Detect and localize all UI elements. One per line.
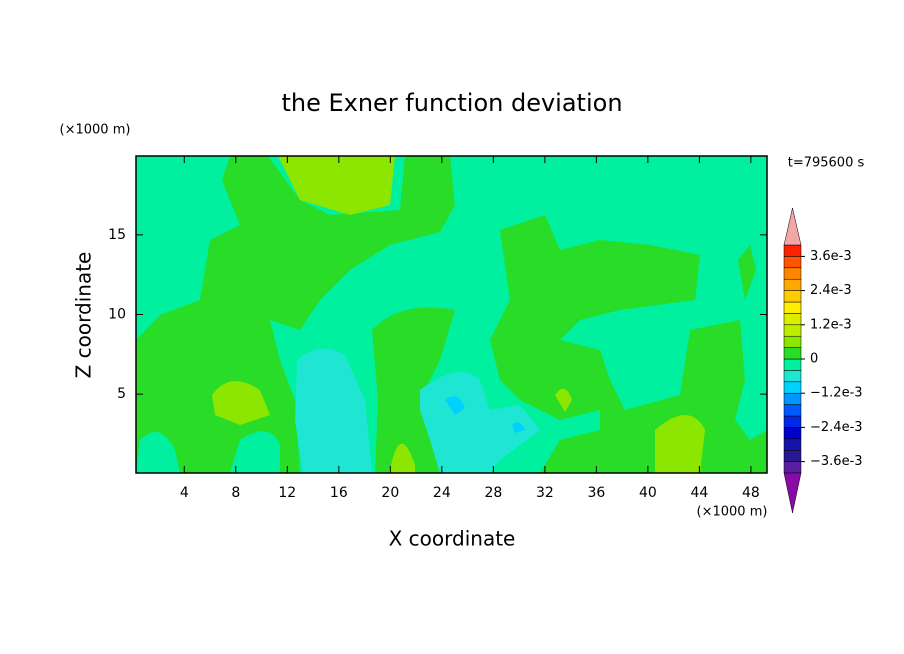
colorbar-band bbox=[783, 449, 802, 462]
colorbar-band bbox=[783, 335, 802, 348]
colorbar-band bbox=[783, 267, 802, 280]
x-tick-label: 24 bbox=[433, 485, 451, 501]
colorbar-extend-under bbox=[783, 472, 802, 514]
y-unit: (×1000 m) bbox=[60, 123, 131, 138]
colorbar-band bbox=[783, 244, 802, 257]
contour-region bbox=[445, 396, 525, 433]
contour-region bbox=[136, 431, 280, 473]
colorbar-band bbox=[783, 256, 802, 269]
contour-region bbox=[295, 348, 540, 473]
contour-field bbox=[136, 156, 767, 473]
chart-title: the Exner function deviation bbox=[281, 89, 622, 117]
colorbar-band bbox=[783, 324, 802, 337]
colorbar-band bbox=[783, 358, 802, 371]
colorbar-band bbox=[783, 313, 802, 326]
colorbar-band bbox=[783, 381, 802, 394]
x-tick-label: 32 bbox=[536, 485, 554, 501]
x-tick-label: 36 bbox=[587, 485, 605, 501]
x-unit: (×1000 m) bbox=[697, 505, 768, 520]
x-tick-label: 12 bbox=[278, 485, 296, 501]
x-tick-label: 8 bbox=[231, 485, 240, 501]
contour-region bbox=[212, 156, 705, 473]
colorbar-tick-label: −1.2e-3 bbox=[810, 386, 863, 401]
colorbar-band bbox=[783, 290, 802, 303]
contour-region bbox=[490, 215, 767, 473]
colorbar-band bbox=[783, 392, 802, 405]
colorbar-tick-label: −3.6e-3 bbox=[810, 454, 863, 469]
colorbar-band bbox=[783, 404, 802, 417]
y-tick-label: 15 bbox=[108, 227, 126, 243]
x-tick-label: 20 bbox=[381, 485, 399, 501]
colorbar-band bbox=[783, 347, 802, 360]
colorbar-tick-label: 2.4e-3 bbox=[810, 283, 852, 298]
colorbar-band bbox=[783, 301, 802, 314]
x-tick-label: 28 bbox=[484, 485, 502, 501]
colorbar-tick-label: 1.2e-3 bbox=[810, 317, 852, 332]
x-tick-label: 40 bbox=[639, 485, 657, 501]
colorbar-tick-label: 3.6e-3 bbox=[810, 249, 852, 264]
colorbar-band bbox=[783, 427, 802, 440]
y-tick-label: 10 bbox=[108, 307, 126, 323]
y-tick-label: 5 bbox=[117, 386, 126, 402]
time-annotation: t=795600 s bbox=[788, 156, 865, 171]
colorbar-band bbox=[783, 278, 802, 291]
colorbar-tick-label: 0 bbox=[810, 352, 818, 367]
colorbar-extend-over bbox=[783, 207, 802, 246]
colorbar-tick-label: −2.4e-3 bbox=[810, 420, 863, 435]
x-axis-label: X coordinate bbox=[389, 527, 516, 551]
y-axis-label: Z coordinate bbox=[72, 252, 96, 379]
colorbar-band bbox=[783, 415, 802, 428]
x-tick-label: 44 bbox=[690, 485, 708, 501]
x-tick-label: 16 bbox=[330, 485, 348, 501]
x-tick-label: 48 bbox=[742, 485, 760, 501]
colorbar-band bbox=[783, 370, 802, 383]
x-tick-label: 4 bbox=[180, 485, 189, 501]
contour-region bbox=[372, 307, 455, 473]
colorbar-band bbox=[783, 438, 802, 451]
colorbar-band bbox=[783, 461, 802, 474]
